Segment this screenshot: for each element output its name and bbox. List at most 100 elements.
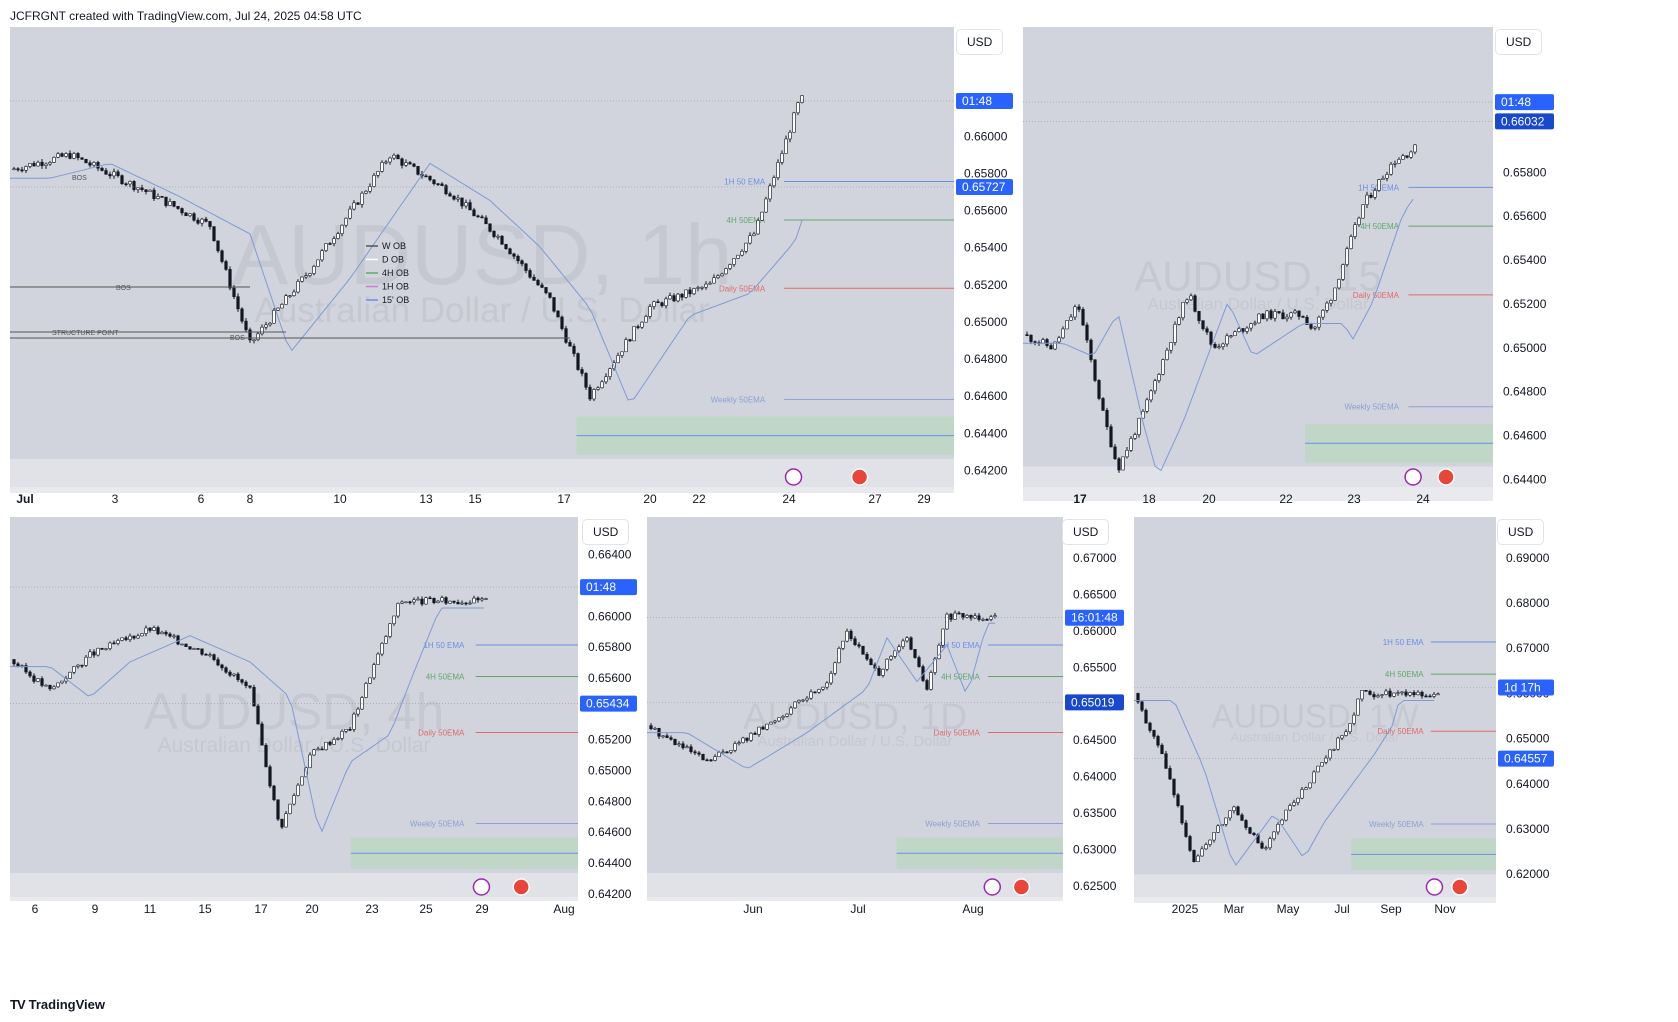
candle-body — [460, 602, 464, 605]
x-tick-label: 13 — [419, 492, 433, 506]
candle-body — [188, 213, 192, 217]
ema-label: Weekly 50EMA — [925, 820, 980, 829]
y-tick-label: 0.65600 — [1503, 209, 1547, 223]
candle-body — [48, 162, 52, 165]
chart-pane-1w[interactable]: AUDUSD, 1W Australian Dollar / U.S. Dolla… — [1134, 517, 1558, 922]
y-tick-label: 0.66000 — [588, 609, 632, 623]
candle-body — [476, 597, 480, 601]
y-tick-label: 0.65200 — [588, 733, 632, 747]
y-tick-label: 0.66500 — [1073, 587, 1117, 601]
candle-body — [1217, 346, 1221, 348]
candle-body — [548, 292, 552, 298]
candle-body — [408, 162, 412, 165]
candle-body — [220, 664, 224, 669]
candle-body — [893, 650, 897, 657]
candle-body — [1125, 450, 1129, 458]
candle-body — [1165, 349, 1169, 360]
candle-body — [108, 642, 112, 649]
candle-body — [1348, 723, 1352, 733]
y-tick-label: 0.64200 — [588, 887, 632, 901]
candle-body — [933, 658, 937, 673]
y-tick-label: 0.68000 — [1506, 596, 1550, 610]
candle-body — [949, 613, 953, 620]
candle-body — [256, 705, 260, 725]
candle-body — [1281, 312, 1285, 320]
candle-body — [1240, 814, 1244, 821]
watermark-description: Australian Dollar / U.S. Dollar — [1147, 295, 1368, 314]
price-tag — [580, 695, 637, 712]
candle-body — [40, 161, 44, 166]
candle-body — [256, 333, 260, 341]
candle-body — [424, 597, 428, 605]
y-tick-label: 0.64200 — [964, 463, 1008, 477]
candle-body — [1389, 163, 1393, 175]
candle-body — [168, 633, 172, 637]
candle-body — [809, 691, 813, 699]
candle-body — [1312, 771, 1316, 784]
candle-body — [92, 651, 96, 656]
candle-body — [1241, 328, 1245, 332]
chart-pane-1h[interactable]: AUDUSD, 1h Australian Dollar / U.S. Dolla… — [10, 27, 1017, 511]
candle-body — [684, 289, 688, 298]
us-flag-event-icon — [1451, 878, 1469, 896]
candle-body — [236, 296, 240, 310]
candle-body — [284, 813, 288, 828]
candle-body — [336, 233, 340, 239]
chart-pane-15m[interactable]: AUDUSD, 15 Australian Dollar / U.S. Dolla… — [1023, 27, 1558, 511]
candle-body — [272, 309, 276, 324]
watermark-description: Australian Dollar / U.S. Dollar — [1230, 730, 1400, 745]
lightning-event-icon — [1404, 468, 1422, 486]
candle-body — [112, 171, 116, 177]
chart-pane-4h[interactable]: AUDUSD, 4h Australian Dollar / U.S. Dolla… — [10, 517, 641, 922]
candle-body — [600, 381, 604, 389]
y-tick-label: 0.63000 — [1506, 822, 1550, 836]
candle-body — [1180, 805, 1184, 824]
currency-button[interactable]: USD — [1498, 520, 1544, 544]
candle-body — [368, 186, 372, 192]
candle-body — [1101, 398, 1105, 411]
candle-body — [1172, 778, 1176, 796]
x-tick-label: 29 — [917, 492, 931, 506]
y-tick-label: 0.64400 — [588, 856, 632, 870]
candle-body — [1372, 694, 1376, 698]
x-tick-label: 22 — [1279, 492, 1293, 506]
price-axis — [1496, 517, 1558, 922]
candle-body — [384, 636, 388, 644]
currency-button[interactable]: USD — [957, 30, 1003, 54]
candle-body — [1300, 789, 1304, 799]
candle-body — [244, 681, 248, 687]
currency-button[interactable]: USD — [1496, 30, 1542, 54]
y-tick-label: 0.62500 — [1073, 879, 1117, 893]
y-tick-label: 0.64600 — [588, 825, 632, 839]
price-tag-label: 01:48 — [962, 94, 992, 108]
bos-label: BOS — [72, 175, 87, 182]
candle-body — [76, 153, 80, 159]
candle-body — [52, 686, 56, 690]
candle-body — [1136, 693, 1140, 703]
candle-body — [1328, 749, 1332, 759]
time-axis — [647, 897, 1063, 922]
ema-label: Daily 50EMA — [934, 729, 981, 738]
x-tick-label: 24 — [1416, 492, 1430, 506]
y-tick-label: 0.65600 — [964, 204, 1008, 218]
candle-body — [768, 185, 772, 200]
price-tag-label: 0.65434 — [586, 697, 630, 711]
chart-pane-1d[interactable]: AUDUSD, 1D Australian Dollar / U.S. Dolla… — [647, 517, 1128, 922]
candle-body — [268, 766, 272, 787]
candle-body — [1344, 731, 1348, 736]
currency-button[interactable]: USD — [1063, 520, 1109, 544]
candle-body — [837, 648, 841, 664]
candle-body — [797, 699, 801, 703]
candle-body — [1369, 194, 1373, 198]
candle-body — [669, 737, 673, 740]
candle-body — [396, 603, 400, 617]
candle-body — [232, 287, 236, 297]
tradingview-brand[interactable]: TV TradingView — [10, 997, 105, 1012]
candle-body — [436, 183, 440, 185]
currency-button[interactable]: USD — [583, 520, 629, 544]
